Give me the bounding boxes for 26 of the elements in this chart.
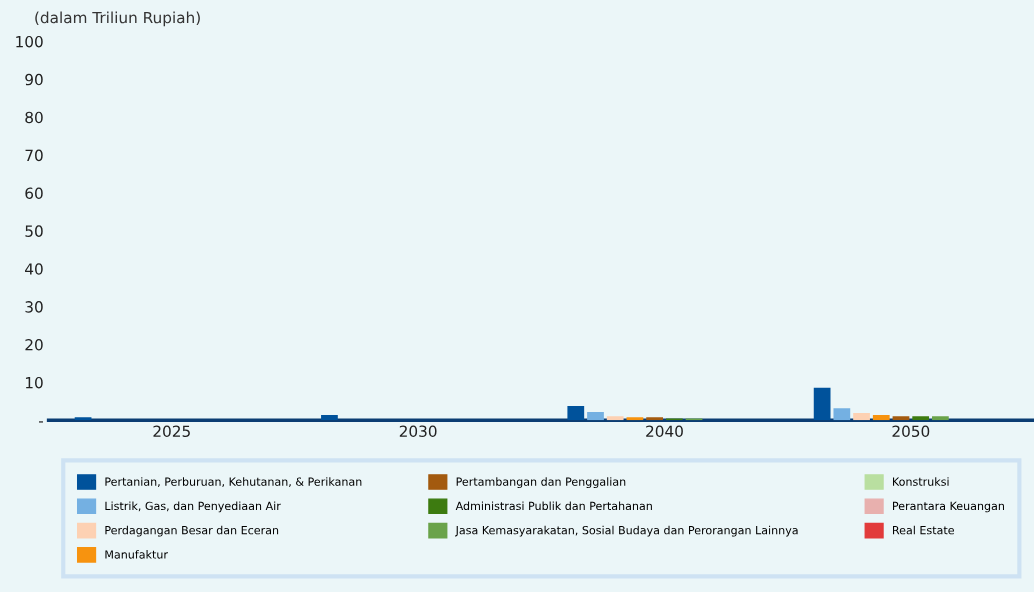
y-tick-label: 100 [16, 35, 43, 48]
legend-label: Listrik, Gas, dan Penyediaan Air [105, 501, 281, 513]
legend-label: Konstruksi [893, 477, 949, 486]
y-tick-label: 20 [25, 339, 43, 351]
y-tick-label: 30 [25, 301, 43, 313]
x-tick-label: 2050 [892, 425, 930, 438]
legend-label: Perdagangan Besar dan Eceran [105, 525, 279, 537]
legend-label: Administrasi Publik dan Pertahanan [455, 501, 652, 511]
legend-label: Real Estate [893, 525, 954, 535]
x-tick-label: 2040 [646, 425, 683, 438]
y-tick-label: - [38, 421, 43, 423]
x-tick-label: 2025 [153, 425, 190, 438]
legend-label: Jasa Kemasyarakatan, Sosial Budaya dan Perorangan Lainnya [455, 525, 798, 537]
y-tick-label: 70 [25, 149, 43, 162]
y-tick-label: 90 [25, 73, 43, 86]
y-tick-label: 50 [25, 225, 43, 237]
y-tick-label: 40 [25, 263, 43, 275]
y-tick-label: 10 [25, 376, 43, 389]
legend-label: Perantara Keuangan [893, 501, 1004, 513]
legend-label: Pertambangan dan Penggalian [456, 477, 626, 488]
x-tick-label: 2030 [399, 425, 437, 438]
legend-label: Manufaktur [105, 550, 168, 559]
y-tick-label: 60 [25, 187, 43, 200]
y-tick-label: 80 [25, 111, 43, 124]
legend-label: Pertanian, Perburuan, Kehutanan, & Perikanan [105, 477, 362, 487]
y-axis-title: (dalam Triliun Rupiah) [35, 11, 200, 27]
